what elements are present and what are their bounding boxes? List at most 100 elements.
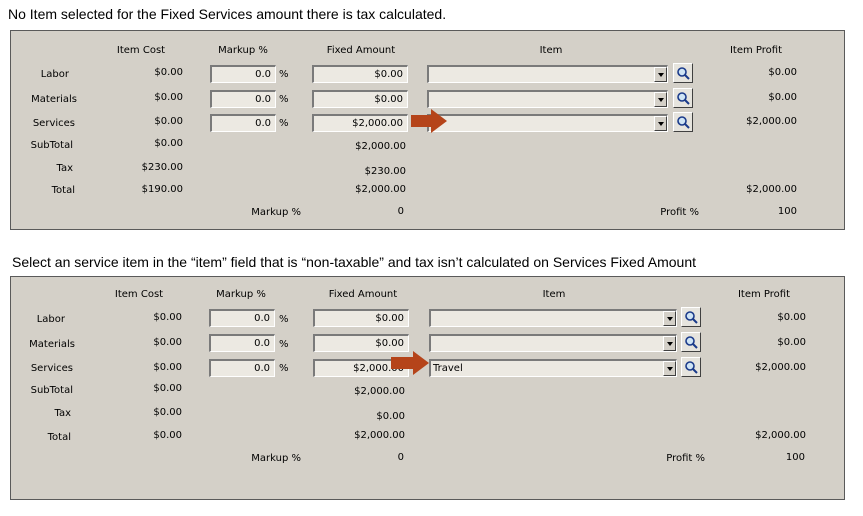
labor-item-profit: $0.00 bbox=[777, 312, 806, 323]
label-services: Services bbox=[30, 363, 73, 374]
labor-item-cost: $0.00 bbox=[153, 312, 182, 323]
header-markup: Markup % bbox=[216, 289, 266, 300]
header-item: Item bbox=[542, 289, 566, 300]
services-percent-sign: % bbox=[279, 118, 289, 129]
materials-item-cost: $0.00 bbox=[154, 92, 183, 103]
header-item: Item bbox=[539, 45, 563, 56]
label-tax: Tax bbox=[56, 163, 74, 174]
services-item-cost: $0.00 bbox=[154, 116, 183, 127]
arrow-right-icon bbox=[391, 351, 429, 375]
services-markup-input[interactable]: 0.0 bbox=[209, 359, 275, 377]
labor-lookup-button[interactable] bbox=[673, 63, 693, 83]
header-fixed-amount: Fixed Amount bbox=[326, 45, 396, 56]
subtotal-item-cost: $0.00 bbox=[154, 138, 183, 149]
services-lookup-button[interactable] bbox=[681, 357, 701, 377]
services-lookup-button[interactable] bbox=[673, 112, 693, 132]
services-item-profit: $2,000.00 bbox=[746, 116, 797, 127]
chevron-down-icon[interactable] bbox=[663, 336, 676, 351]
services-item-select[interactable]: Travel bbox=[429, 359, 677, 377]
materials-markup-input[interactable]: 0.0 bbox=[209, 334, 275, 352]
header-item-cost: Item Cost bbox=[116, 45, 166, 56]
pricing-panel-no-item: Item Cost Markup % Fixed Amount Item Ite… bbox=[10, 30, 845, 230]
label-tax: Tax bbox=[54, 408, 72, 419]
labor-item-select[interactable] bbox=[427, 65, 668, 83]
footer-profit-value: 100 bbox=[777, 206, 797, 217]
footer-markup-value: 0 bbox=[397, 452, 404, 463]
materials-percent-sign: % bbox=[279, 339, 289, 350]
materials-item-profit: $0.00 bbox=[768, 92, 797, 103]
materials-fixed-amount-input[interactable]: $0.00 bbox=[313, 334, 409, 352]
arrow-right-icon bbox=[411, 109, 447, 133]
chevron-down-icon[interactable] bbox=[654, 116, 667, 131]
labor-lookup-button[interactable] bbox=[681, 307, 701, 327]
total-item-cost: $0.00 bbox=[153, 430, 182, 441]
label-total: Total bbox=[47, 432, 71, 443]
total-fixed-amount: $2,000.00 bbox=[355, 184, 406, 195]
footer-markup-label: Markup % bbox=[251, 207, 301, 218]
materials-item-profit: $0.00 bbox=[777, 337, 806, 348]
chevron-down-icon[interactable] bbox=[654, 67, 667, 82]
services-markup-input[interactable]: 0.0 bbox=[210, 114, 276, 132]
labor-item-profit: $0.00 bbox=[768, 67, 797, 78]
label-subtotal: SubTotal bbox=[30, 385, 73, 396]
subtotal-fixed-amount: $2,000.00 bbox=[354, 386, 405, 397]
materials-lookup-button[interactable] bbox=[673, 88, 693, 108]
footer-markup-label: Markup % bbox=[251, 453, 301, 464]
services-percent-sign: % bbox=[279, 363, 289, 374]
services-item-select[interactable] bbox=[427, 114, 668, 132]
header-item-profit: Item Profit bbox=[729, 45, 783, 56]
total-fixed-amount: $2,000.00 bbox=[354, 430, 405, 441]
magnifier-icon bbox=[685, 336, 698, 349]
materials-item-select[interactable] bbox=[427, 90, 668, 108]
chevron-down-icon[interactable] bbox=[663, 361, 676, 376]
subtotal-item-cost: $0.00 bbox=[153, 383, 182, 394]
materials-item-select[interactable] bbox=[429, 334, 677, 352]
label-labor: Labor bbox=[36, 314, 65, 325]
tax-item-cost: $0.00 bbox=[153, 407, 182, 418]
labor-fixed-amount-input[interactable]: $0.00 bbox=[312, 65, 408, 83]
label-total: Total bbox=[51, 185, 75, 196]
materials-percent-sign: % bbox=[279, 94, 289, 105]
labor-item-select[interactable] bbox=[429, 309, 677, 327]
services-item-value: Travel bbox=[433, 363, 463, 374]
labor-fixed-amount-input[interactable]: $0.00 bbox=[313, 309, 409, 327]
pricing-panel-travel-item: Item Cost Markup % Fixed Amount Item Ite… bbox=[10, 276, 845, 500]
services-item-profit: $2,000.00 bbox=[755, 362, 806, 373]
services-fixed-amount-input[interactable]: $2,000.00 bbox=[312, 114, 408, 132]
total-item-profit: $2,000.00 bbox=[746, 184, 797, 195]
materials-item-cost: $0.00 bbox=[153, 337, 182, 348]
label-subtotal: SubTotal bbox=[30, 140, 73, 151]
subtotal-fixed-amount: $2,000.00 bbox=[355, 141, 406, 152]
caption-bottom: Select an service item in the “item” fie… bbox=[12, 254, 696, 270]
labor-item-cost: $0.00 bbox=[154, 67, 183, 78]
footer-profit-label: Profit % bbox=[660, 207, 699, 218]
total-item-profit: $2,000.00 bbox=[755, 430, 806, 441]
materials-markup-input[interactable]: 0.0 bbox=[210, 90, 276, 108]
materials-lookup-button[interactable] bbox=[681, 332, 701, 352]
total-item-cost: $190.00 bbox=[141, 184, 183, 195]
magnifier-icon bbox=[677, 67, 690, 80]
chevron-down-icon[interactable] bbox=[663, 311, 676, 326]
labor-markup-input[interactable]: 0.0 bbox=[209, 309, 275, 327]
label-labor: Labor bbox=[40, 69, 69, 80]
header-fixed-amount: Fixed Amount bbox=[328, 289, 398, 300]
label-services: Services bbox=[32, 118, 75, 129]
labor-markup-input[interactable]: 0.0 bbox=[210, 65, 276, 83]
footer-markup-value: 0 bbox=[397, 206, 404, 217]
footer-profit-value: 100 bbox=[785, 452, 805, 463]
magnifier-icon bbox=[677, 116, 690, 129]
magnifier-icon bbox=[685, 361, 698, 374]
header-item-cost: Item Cost bbox=[114, 289, 164, 300]
labor-percent-sign: % bbox=[279, 314, 289, 325]
header-item-profit: Item Profit bbox=[737, 289, 791, 300]
services-item-cost: $0.00 bbox=[153, 362, 182, 373]
label-materials: Materials bbox=[31, 94, 77, 105]
label-materials: Materials bbox=[29, 339, 75, 350]
labor-percent-sign: % bbox=[279, 69, 289, 80]
materials-fixed-amount-input[interactable]: $0.00 bbox=[312, 90, 408, 108]
chevron-down-icon[interactable] bbox=[654, 92, 667, 107]
tax-item-cost: $230.00 bbox=[141, 162, 183, 173]
tax-fixed-amount: $0.00 bbox=[376, 411, 405, 422]
caption-top: No Item selected for the Fixed Services … bbox=[8, 6, 447, 22]
magnifier-icon bbox=[677, 92, 690, 105]
